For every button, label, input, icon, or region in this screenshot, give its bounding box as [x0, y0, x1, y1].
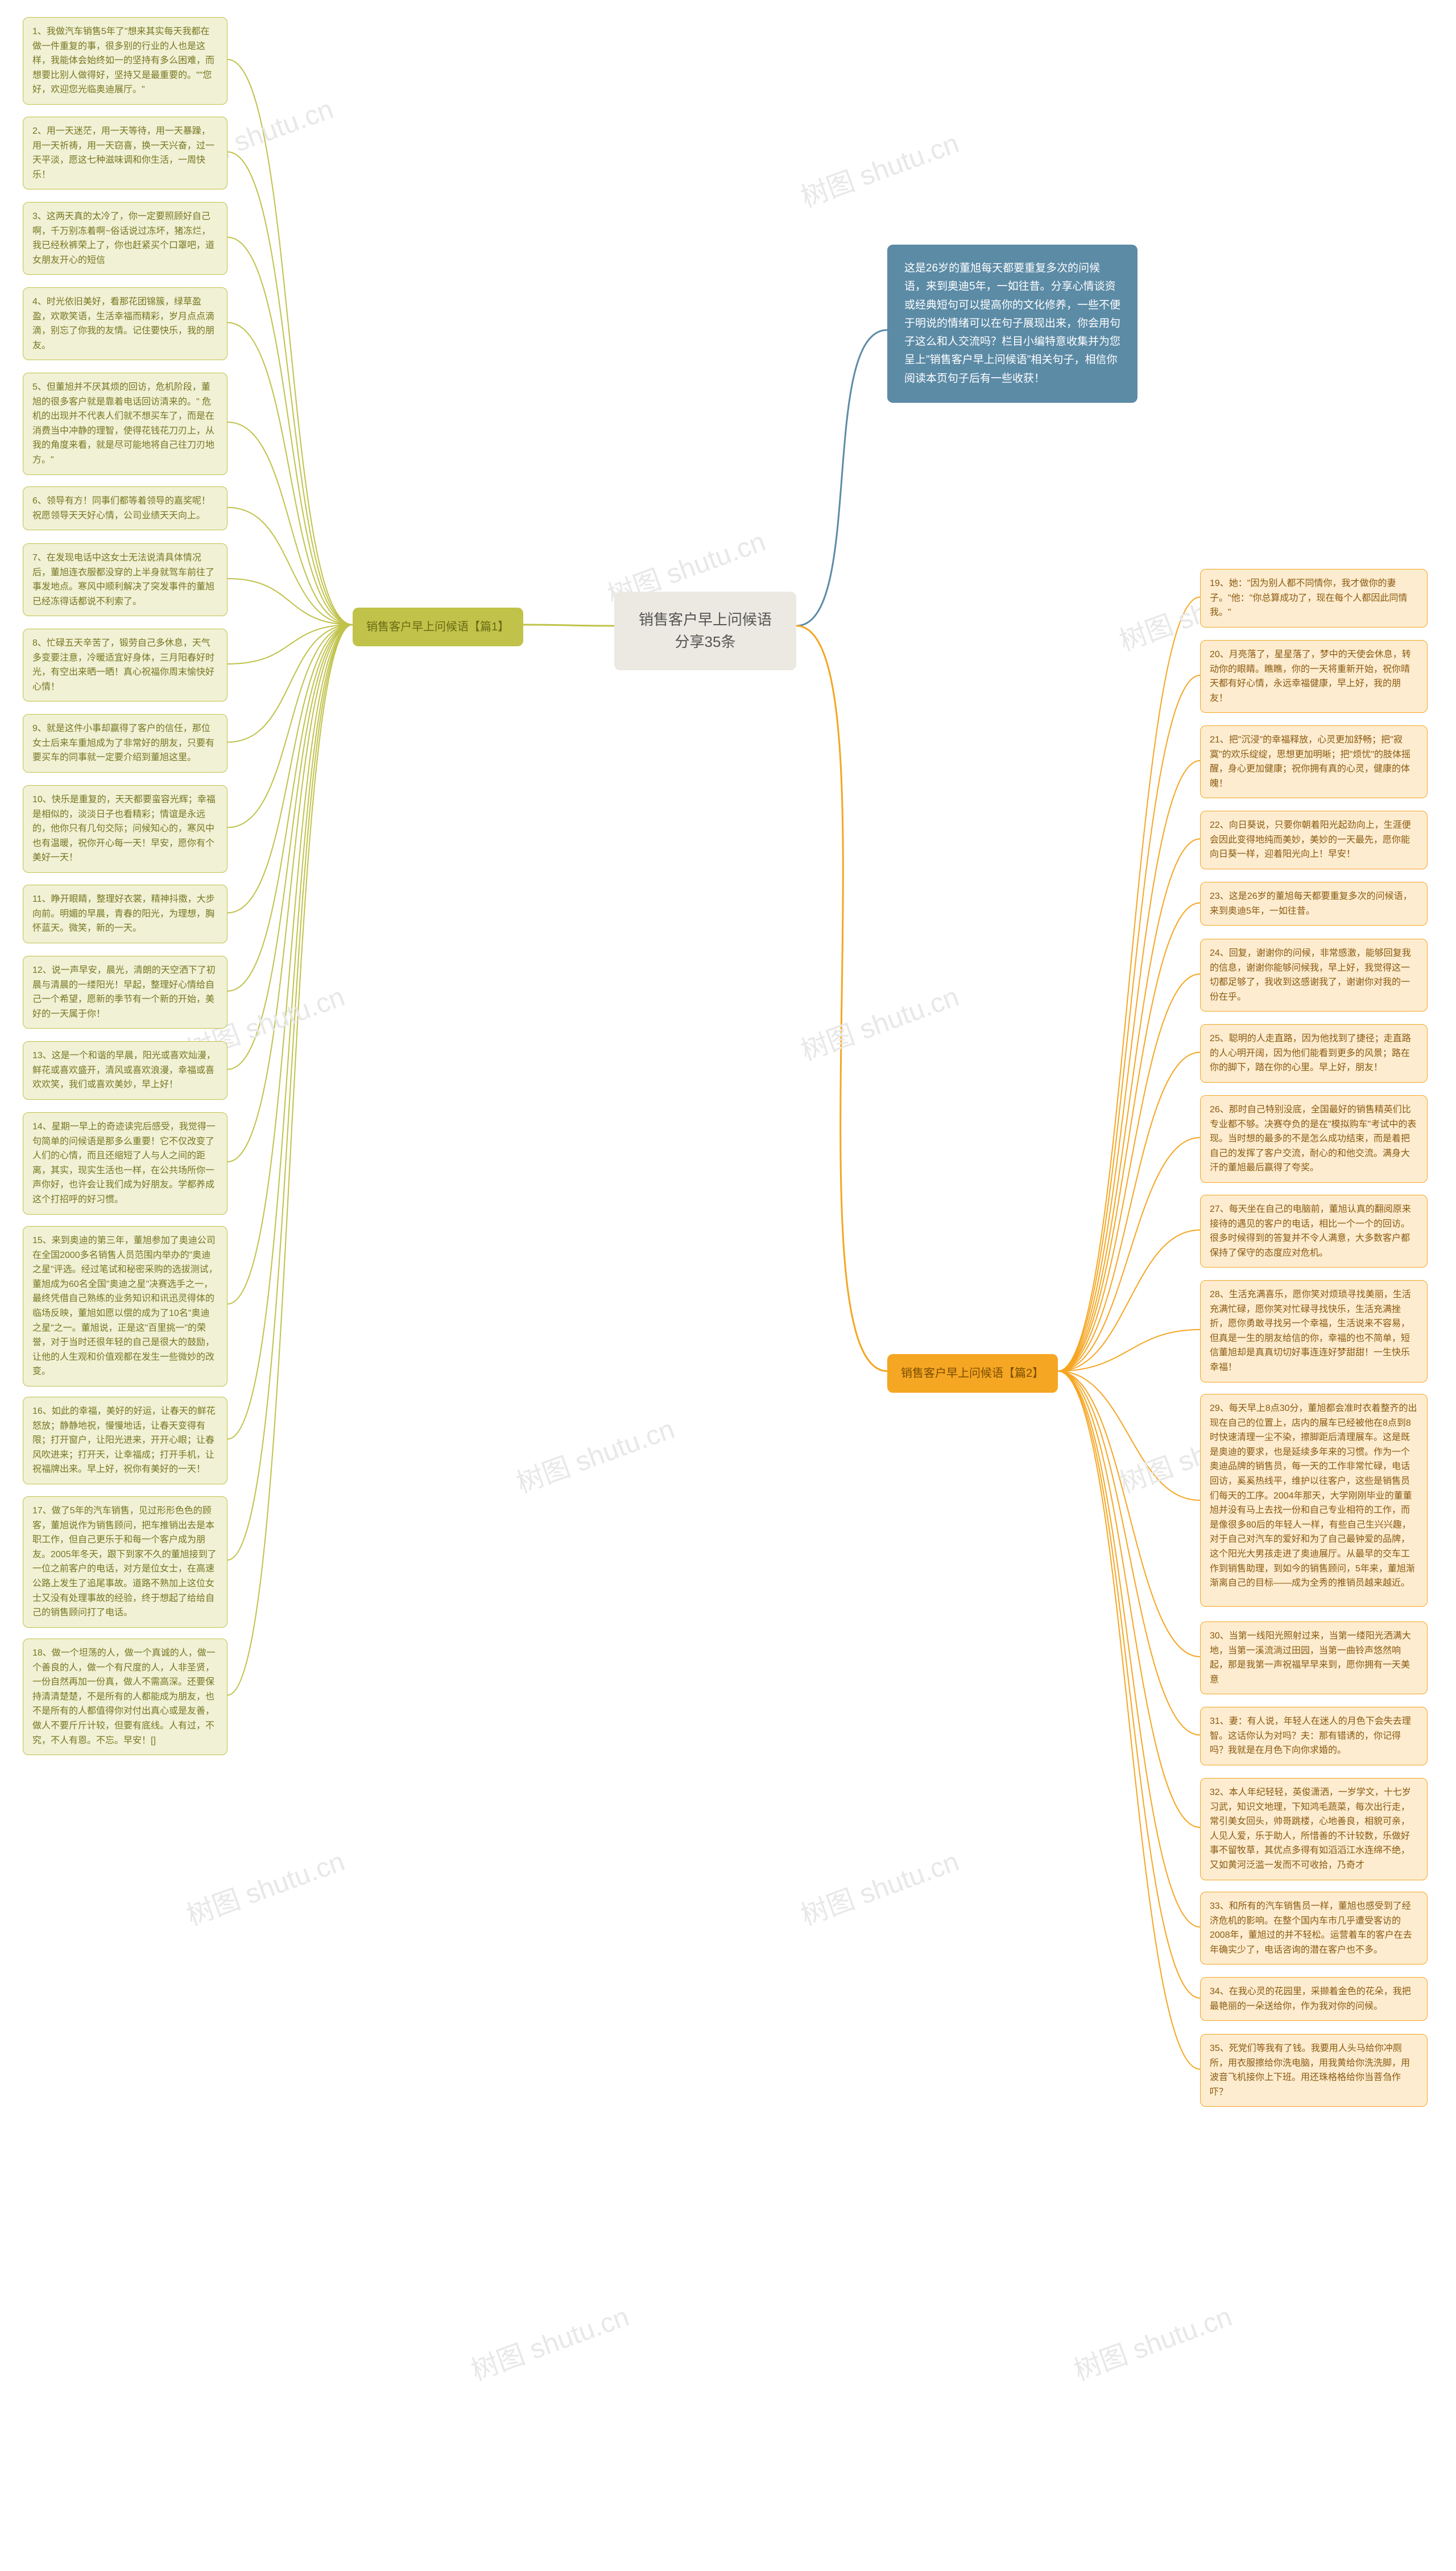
branch2-item-15: 33、和所有的汽车销售员一样，董旭也感受到了经济危机的影响。在整个国内车市几乎遭… — [1200, 1892, 1428, 1965]
branch2-item-13: 31、妻：有人说，年轻人在迷人的月色下会失去理智。这话你认为对吗？夫：那有错诱的… — [1200, 1707, 1428, 1765]
branch1-item-10: 10、快乐是重复的，天天都要蛮容光辉；幸福是相似的，淡淡日子也看精彩；情谊是永远… — [23, 785, 228, 873]
branch1-item-9: 9、就是这件小事却赢得了客户的信任，那位女士后来车重旭成为了非常好的朋友，只要有… — [23, 714, 228, 773]
branch2-item-4: 22、向日葵说，只要你朝着阳光起劲向上，生涯便会因此变得地纯而美妙，美妙的一天最… — [1200, 811, 1428, 869]
branch2-item-6: 24、回复，谢谢你的问候，非常感激，能够回复我的信息，谢谢你能够问候我，早上好，… — [1200, 939, 1428, 1012]
branch1-item-4: 4、时光依旧美好，看那花团锦簇，绿草盈盈，欢歌笑语，生活幸福而精彩，岁月点点滴滴… — [23, 287, 228, 360]
branch2-item-10: 28、生活充满喜乐，愿你笑对烦琐寻找美丽，生活充满忙碌，愿你笑对忙碌寻找快乐，生… — [1200, 1280, 1428, 1383]
branch2-item-1: 19、她："因为别人都不同情你，我才做你的妻子。"他："你总算成功了，现在每个人… — [1200, 569, 1428, 628]
center-node: 销售客户早上问候语分享35条 — [614, 592, 796, 670]
branch2-item-5: 23、这是26岁的董旭每天都要重复多次的问候语，来到奥迪5年，一如往昔。 — [1200, 882, 1428, 926]
branch2-item-12: 30、当第一线阳光照射过来，当第一缕阳光洒满大地，当第一溪流淌过田园，当第一曲铃… — [1200, 1621, 1428, 1694]
branch2-item-16: 34、在我心灵的花园里，采撷着金色的花朵，我把最艳丽的一朵送给你，作为我对你的问… — [1200, 1977, 1428, 2021]
branch1-item-6: 6、领导有方！同事们都等着领导的嘉奖呢！祝愿领导天天好心情，公司业绩天天向上。 — [23, 486, 228, 530]
branch1-item-16: 16、如此的幸福，美好的好运，让春天的鲜花怒放；静静地祝，慢慢地话，让春天变得有… — [23, 1397, 228, 1484]
branch2-item-17: 35、死党们等我有了钱。我要用人头马给你冲厕所，用衣服擦给你洗电脑，用我黄给你洗… — [1200, 2034, 1428, 2107]
branch2-item-2: 20、月亮落了，星星落了，梦中的天使会休息，转动你的眼睛。瞧瞧，你的一天将重新开… — [1200, 640, 1428, 713]
branch1-item-12: 12、说一声早安，晨光，清朗的天空洒下了初晨与清晨的一缕阳光！早起，整理好心情给… — [23, 956, 228, 1029]
branch1-item-3: 3、这两天真的太冷了，你一定要照顾好自己啊，千万别冻着啊~俗话说过冻坏，猪冻烂，… — [23, 202, 228, 275]
branch2-item-3: 21、把"沉浸"的幸福释放，心灵更加舒畅；把"寂寞"的欢乐绽绽，思想更加明晰；把… — [1200, 725, 1428, 798]
branch2-item-11: 29、每天早上8点30分，董旭都会准时衣着整齐的出现在自己的位置上，店内的展车已… — [1200, 1394, 1428, 1607]
branch1-item-1: 1、我做汽车销售5年了"想来其实每天我都在做一件重复的事，很多别的行业的人也是这… — [23, 17, 228, 105]
intro-node: 这是26岁的董旭每天都要重复多次的问候语，来到奥迪5年，一如往昔。分享心情谈资或… — [887, 245, 1138, 403]
branch1-item-15: 15、来到奥迪的第三年，董旭参加了奥迪公司在全国2000多名销售人员范围内举办的… — [23, 1226, 228, 1386]
branch2-item-9: 27、每天坐在自己的电脑前，董旭认真的翻阅原来接待的遇见的客户的电话，相比一个一… — [1200, 1195, 1428, 1268]
branch1-item-14: 14、星期一早上的奇迹读完后感受，我觉得一句简单的问候语是那多么重要！它不仅改变… — [23, 1112, 228, 1215]
branch2-item-14: 32、本人年纪轻轻，英俊潇洒，一岁学文，十七岁习武，知识文地理，下知鸿毛蔬菜，每… — [1200, 1778, 1428, 1880]
branch1-item-17: 17、做了5年的汽车销售，见过形形色色的顾客，董旭说作为销售顾问，把车推销出去是… — [23, 1496, 228, 1628]
branch-2: 销售客户早上问候语【篇2】 — [887, 1354, 1058, 1393]
branch1-item-7: 7、在发现电话中这女士无法说清具体情况后，董旭连衣服都没穿的上半身就驾车前往了事… — [23, 543, 228, 616]
branch2-item-8: 26、那时自己特别没底，全国最好的销售精英们比专业都不够。决赛夺负的是在"模拟购… — [1200, 1095, 1428, 1183]
branch1-item-2: 2、用一天迷茫，用一天等待，用一天暴躁，用一天祈祷，用一天窃喜，换一天兴奋，过一… — [23, 117, 228, 189]
branch1-item-5: 5、但董旭并不厌其烦的回访，危机阶段，董旭的很多客户就是靠着电话回访清来的。" … — [23, 373, 228, 475]
branch1-item-18: 18、做一个坦荡的人，做一个真诚的人，做一个善良的人，做一个有尺度的人，人非圣贤… — [23, 1639, 228, 1755]
branch1-item-8: 8、忙碌五天辛苦了，锻劳自己多休息，天气多变要注意，冷暖适宜好身体，三月阳春好时… — [23, 629, 228, 701]
branch-1: 销售客户早上问候语【篇1】 — [353, 608, 523, 646]
branch1-item-11: 11、睁开眼睛，整理好衣裳，精神抖擞，大步向前。明媚的早晨，青春的阳光，为理想，… — [23, 885, 228, 943]
branch2-item-7: 25、聪明的人走直路，因为他找到了捷径；走直路的人心明开阔，因为他们能看到更多的… — [1200, 1024, 1428, 1083]
branch1-item-13: 13、这是一个和谐的早晨，阳光或喜欢灿漫，鲜花或喜欢盛开，清风或喜欢浪漫，幸福或… — [23, 1041, 228, 1100]
